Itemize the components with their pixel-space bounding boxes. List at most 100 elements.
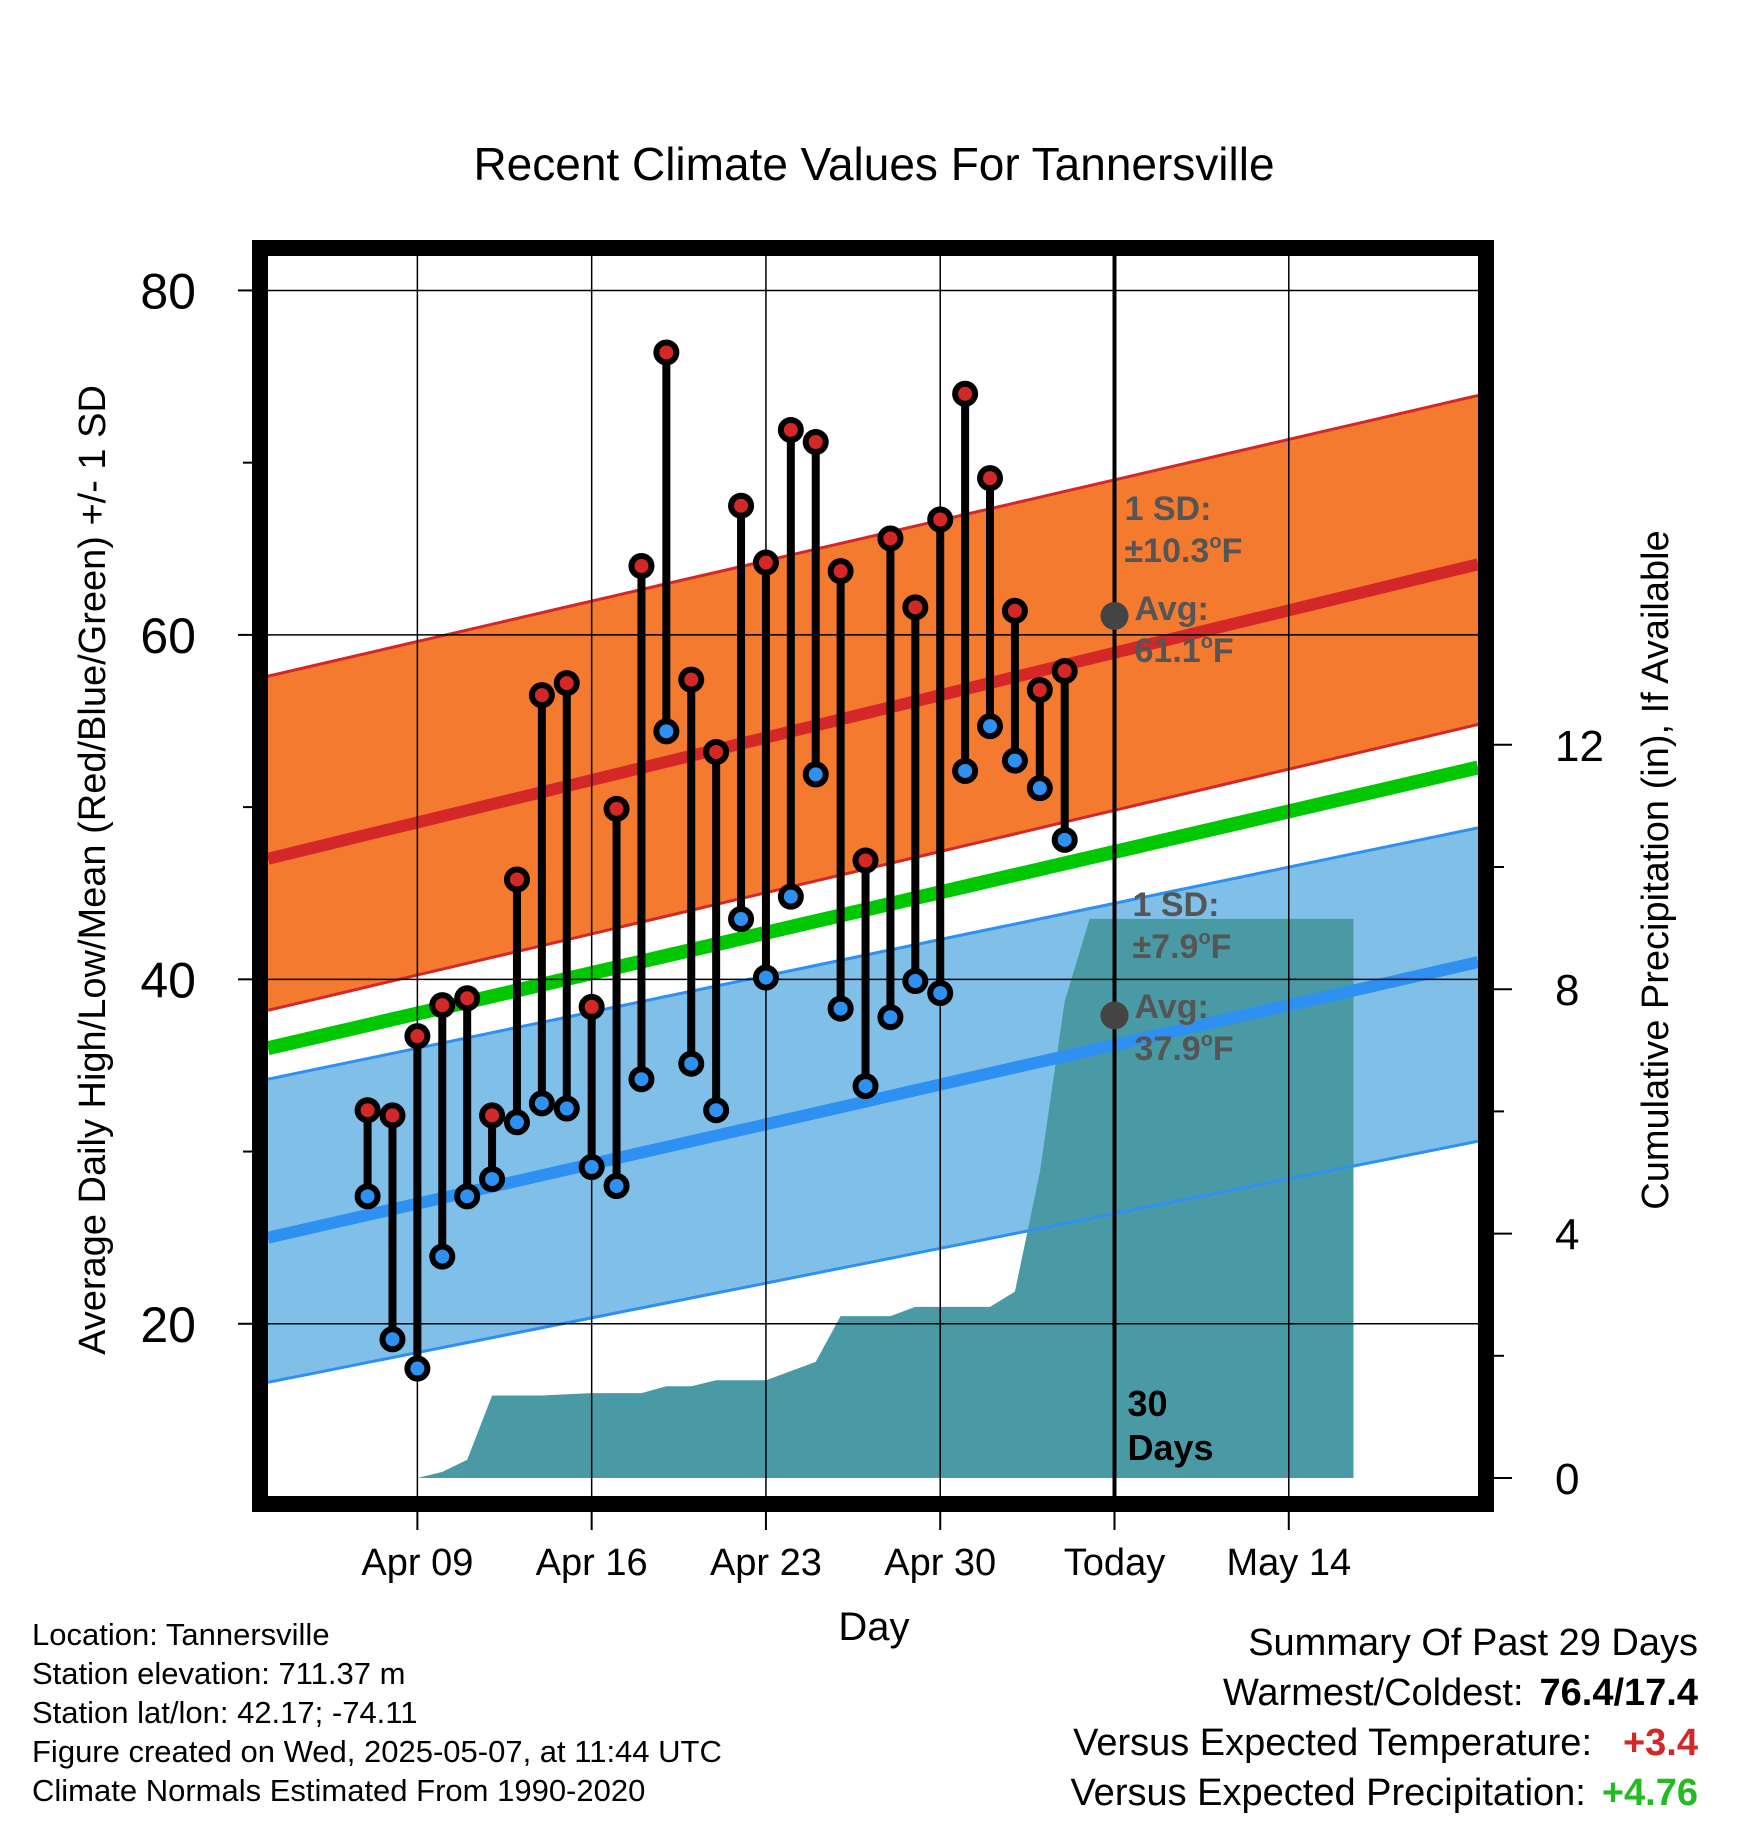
- y2-tick-label: 8: [1555, 966, 1579, 1015]
- temp-label: Versus Expected Temperature:: [1073, 1722, 1592, 1764]
- daily-low-point: [852, 1073, 879, 1100]
- daily-high-point: [777, 416, 804, 443]
- daily-high-point: [503, 866, 530, 893]
- x-tick-label: Today: [1064, 1542, 1165, 1584]
- daily-high-point: [578, 993, 605, 1020]
- location-text: Location: Tannersville: [32, 1617, 330, 1652]
- daily-high-point: [1026, 677, 1053, 703]
- x-tick-label: Apr 09: [361, 1542, 473, 1584]
- daily-high-point: [852, 847, 879, 874]
- y2-tick-label: 0: [1555, 1455, 1579, 1504]
- low-avg-value: 37.9oF: [1135, 1029, 1234, 1068]
- daily-high-point: [927, 506, 954, 533]
- summary-precip: Versus Expected Precipitation: +4.76: [1070, 1768, 1698, 1818]
- daily-high-point: [827, 558, 854, 585]
- precip-area: [417, 918, 1354, 1478]
- daily-low-point: [777, 883, 804, 910]
- daily-low-point: [977, 713, 1004, 740]
- daily-low-point: [1026, 775, 1053, 802]
- y-axis-label: Average Daily High/Low/Mean (Red/Blue/Gr…: [72, 385, 114, 1355]
- daily-high-point: [429, 992, 456, 1019]
- plot-frame: [252, 240, 1494, 1512]
- precip-value: +4.76: [1601, 1772, 1698, 1814]
- chart-title: Recent Climate Values For Tannersville: [473, 138, 1274, 190]
- daily-high-point: [404, 1023, 431, 1050]
- station-info: Location: Tannersville Station elevation…: [32, 1615, 722, 1810]
- daily-low-point: [827, 995, 854, 1022]
- daily-high-point: [977, 465, 1004, 492]
- daily-low-point: [354, 1183, 381, 1210]
- high-upper-sd-line: [268, 394, 1478, 678]
- daily-high-point: [902, 594, 929, 621]
- daily-low-point: [479, 1166, 506, 1193]
- daily-high-point: [628, 553, 655, 579]
- daily-high-point: [678, 666, 705, 693]
- elevation-text: Station elevation: 711.37 m: [32, 1656, 406, 1691]
- daily-low-point: [503, 1109, 530, 1136]
- today-high-avg-point: [1100, 601, 1129, 630]
- daily-low-point: [454, 1183, 481, 1210]
- high-avg-value: 61.1oF: [1135, 631, 1234, 670]
- daily-high-point: [728, 492, 755, 519]
- daily-high-point: [379, 1102, 406, 1129]
- daily-high-point: [703, 739, 730, 765]
- daily-low-point: [628, 1066, 655, 1093]
- daily-low-point: [379, 1326, 406, 1353]
- summary-temp: Versus Expected Temperature: +3.4: [1070, 1718, 1698, 1768]
- daily-high-point: [752, 549, 779, 576]
- data-layer: [268, 256, 1478, 1496]
- daily-low-point: [877, 1004, 904, 1031]
- precip-label: Versus Expected Precipitation:: [1070, 1772, 1586, 1814]
- daily-low-point: [1051, 826, 1078, 853]
- daily-low-point: [578, 1154, 605, 1181]
- daily-low-point: [528, 1090, 555, 1117]
- high-avg-label: Avg:: [1135, 590, 1209, 628]
- x-tick-label: May 14: [1226, 1542, 1351, 1584]
- temp-value: +3.4: [1622, 1722, 1698, 1764]
- warmest-coldest-label: Warmest/Coldest:: [1222, 1672, 1524, 1714]
- daily-low-point: [404, 1355, 431, 1382]
- daily-high-point: [354, 1097, 381, 1124]
- low-sd-label: 1 SD:: [1133, 886, 1220, 924]
- low-sd-value: ±7.9oF: [1133, 927, 1232, 966]
- y-tick-label: 60: [140, 608, 196, 664]
- daily-low-point: [952, 757, 979, 784]
- daily-high-point: [603, 795, 630, 822]
- days-count-label: 30: [1128, 1383, 1168, 1424]
- daily-high-point: [479, 1102, 506, 1129]
- days-unit-label: Days: [1128, 1427, 1214, 1468]
- y-tick-label: 20: [140, 1297, 196, 1353]
- daily-high-point: [553, 670, 580, 697]
- warmest-coldest-value: 76.4/17.4: [1539, 1672, 1698, 1714]
- latlon-text: Station lat/lon: 42.17; -74.11: [32, 1695, 418, 1730]
- daily-low-point: [703, 1097, 730, 1124]
- x-tick-label: Apr 16: [536, 1542, 648, 1584]
- y2-tick-label: 4: [1555, 1211, 1579, 1260]
- y2-axis-label: Cumulative Precipitation (in), If Availa…: [1635, 530, 1677, 1209]
- daily-low-point: [902, 968, 929, 995]
- daily-high-point: [454, 985, 481, 1012]
- daily-high-point: [1001, 597, 1028, 624]
- low-lower-sd-line: [268, 1139, 1478, 1384]
- x-axis-label: Day: [838, 1605, 909, 1649]
- daily-low-point: [1001, 747, 1028, 774]
- summary-title: Summary Of Past 29 Days: [1248, 1622, 1698, 1664]
- normals-text: Climate Normals Estimated From 1990-2020: [32, 1773, 646, 1808]
- high-sd-value: ±10.3oF: [1125, 531, 1243, 570]
- daily-high-point: [802, 429, 829, 455]
- y-tick-label: 80: [140, 263, 196, 319]
- high-sd-label: 1 SD:: [1125, 490, 1212, 528]
- daily-high-point: [528, 682, 555, 709]
- daily-low-point: [728, 906, 755, 933]
- summary-panel: Summary Of Past 29 Days Warmest/Coldest:…: [1070, 1618, 1698, 1818]
- daily-low-point: [603, 1173, 630, 1199]
- x-tick-label: Apr 30: [884, 1542, 996, 1584]
- x-tick-label: Apr 23: [710, 1542, 822, 1584]
- summary-warmest-coldest: Warmest/Coldest: 76.4/17.4: [1070, 1668, 1698, 1718]
- created-text: Figure created on Wed, 2025-05-07, at 11…: [32, 1734, 722, 1769]
- y-tick-label: 40: [140, 952, 196, 1008]
- daily-low-point: [429, 1243, 456, 1270]
- y2-tick-label: 12: [1555, 722, 1604, 771]
